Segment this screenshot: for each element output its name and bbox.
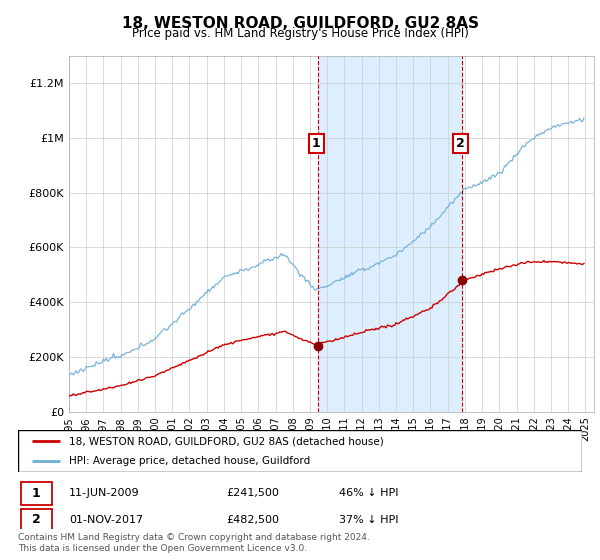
Bar bbox=[318, 56, 462, 412]
Text: 01-NOV-2017: 01-NOV-2017 bbox=[69, 515, 143, 525]
Text: 2: 2 bbox=[32, 513, 41, 526]
Text: Contains HM Land Registry data © Crown copyright and database right 2024.
This d: Contains HM Land Registry data © Crown c… bbox=[18, 533, 370, 553]
Text: 1: 1 bbox=[311, 137, 320, 150]
Text: 2: 2 bbox=[456, 137, 464, 150]
Text: £482,500: £482,500 bbox=[227, 515, 280, 525]
Text: Price paid vs. HM Land Registry's House Price Index (HPI): Price paid vs. HM Land Registry's House … bbox=[131, 27, 469, 40]
Text: HPI: Average price, detached house, Guildford: HPI: Average price, detached house, Guil… bbox=[69, 456, 310, 466]
Text: £241,500: £241,500 bbox=[227, 488, 280, 498]
Bar bbox=[21, 509, 52, 531]
Text: 18, WESTON ROAD, GUILDFORD, GU2 8AS (detached house): 18, WESTON ROAD, GUILDFORD, GU2 8AS (det… bbox=[69, 436, 383, 446]
Text: 11-JUN-2009: 11-JUN-2009 bbox=[69, 488, 139, 498]
Text: 18, WESTON ROAD, GUILDFORD, GU2 8AS: 18, WESTON ROAD, GUILDFORD, GU2 8AS bbox=[121, 16, 479, 31]
Bar bbox=[21, 482, 52, 505]
Text: 1: 1 bbox=[32, 487, 41, 500]
Text: 46% ↓ HPI: 46% ↓ HPI bbox=[340, 488, 399, 498]
Text: 37% ↓ HPI: 37% ↓ HPI bbox=[340, 515, 399, 525]
